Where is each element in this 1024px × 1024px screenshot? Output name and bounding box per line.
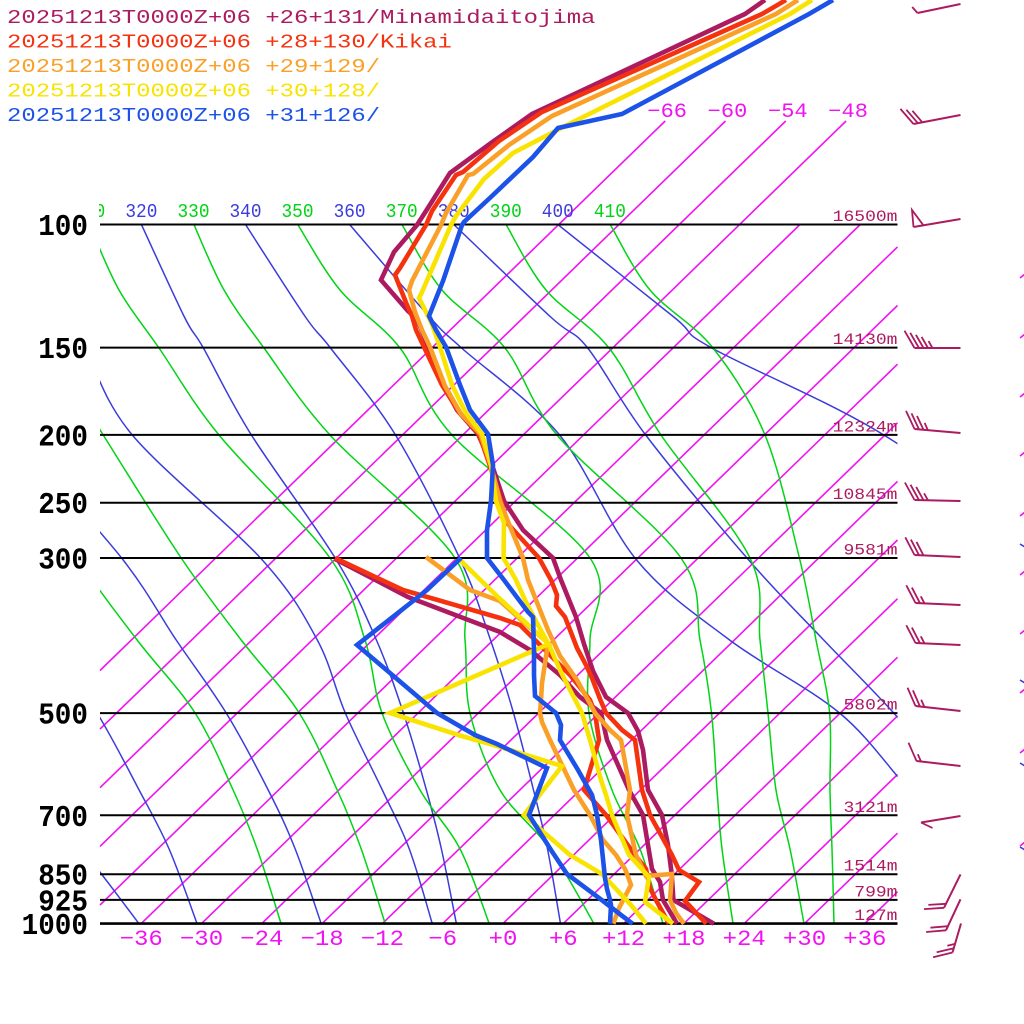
svg-text:−12: −12 (361, 927, 404, 952)
svg-text:320: 320 (125, 201, 157, 223)
svg-text:20251213T0000Z+06 +30+128/: 20251213T0000Z+06 +30+128/ (7, 80, 380, 102)
svg-text:−54: −54 (768, 101, 808, 124)
svg-text:799m: 799m (854, 883, 897, 901)
svg-text:20251213T0000Z+06 +29+129/: 20251213T0000Z+06 +29+129/ (7, 56, 380, 78)
svg-text:127m: 127m (854, 907, 897, 925)
svg-text:−36: −36 (120, 927, 163, 952)
svg-text:925: 925 (38, 886, 88, 920)
svg-text:+6: +6 (549, 927, 578, 952)
svg-text:5802m: 5802m (844, 697, 898, 715)
svg-text:360: 360 (334, 201, 366, 223)
svg-text:10845m: 10845m (833, 486, 898, 504)
svg-text:20251213T0000Z+06 +28+130/Kika: 20251213T0000Z+06 +28+130/Kikai (7, 31, 452, 53)
svg-text:20251213T0000Z+06 +31+126/: 20251213T0000Z+06 +31+126/ (7, 105, 380, 127)
svg-text:340: 340 (230, 201, 262, 223)
svg-text:410: 410 (594, 201, 626, 223)
svg-text:370: 370 (386, 201, 418, 223)
svg-text:400: 400 (542, 201, 574, 223)
svg-text:14130m: 14130m (833, 331, 898, 349)
svg-text:−18: −18 (301, 927, 344, 952)
svg-text:330: 330 (178, 201, 210, 223)
svg-text:16500m: 16500m (833, 208, 898, 226)
svg-text:20251213T0000Z+06 +26+131/Mina: 20251213T0000Z+06 +26+131/Minamidaitojim… (7, 7, 596, 29)
svg-text:+36: +36 (843, 927, 886, 952)
svg-text:−66: −66 (647, 101, 687, 124)
svg-text:500: 500 (38, 700, 88, 734)
svg-text:+24: +24 (723, 927, 766, 952)
svg-text:1514m: 1514m (844, 858, 898, 876)
svg-text:310: 310 (73, 201, 105, 223)
svg-text:700: 700 (38, 802, 88, 836)
svg-text:9581m: 9581m (844, 542, 898, 560)
svg-text:350: 350 (282, 201, 314, 223)
svg-text:+18: +18 (662, 927, 705, 952)
svg-text:−48: −48 (828, 101, 868, 124)
svg-text:+12: +12 (602, 927, 645, 952)
svg-text:250: 250 (38, 489, 88, 523)
svg-text:−60: −60 (708, 101, 748, 124)
svg-text:12324m: 12324m (833, 418, 898, 436)
svg-text:850: 850 (38, 861, 88, 895)
svg-text:390: 390 (490, 201, 522, 223)
svg-text:−24: −24 (240, 927, 283, 952)
svg-text:1000: 1000 (22, 910, 88, 944)
svg-text:100: 100 (38, 211, 88, 245)
svg-text:300: 300 (38, 545, 88, 579)
svg-text:150: 150 (38, 334, 88, 368)
svg-text:+0: +0 (489, 927, 518, 952)
svg-text:+30: +30 (783, 927, 826, 952)
svg-text:200: 200 (38, 421, 88, 455)
svg-text:−6: −6 (428, 927, 457, 952)
svg-text:3121m: 3121m (844, 799, 898, 817)
svg-text:−30: −30 (180, 927, 223, 952)
